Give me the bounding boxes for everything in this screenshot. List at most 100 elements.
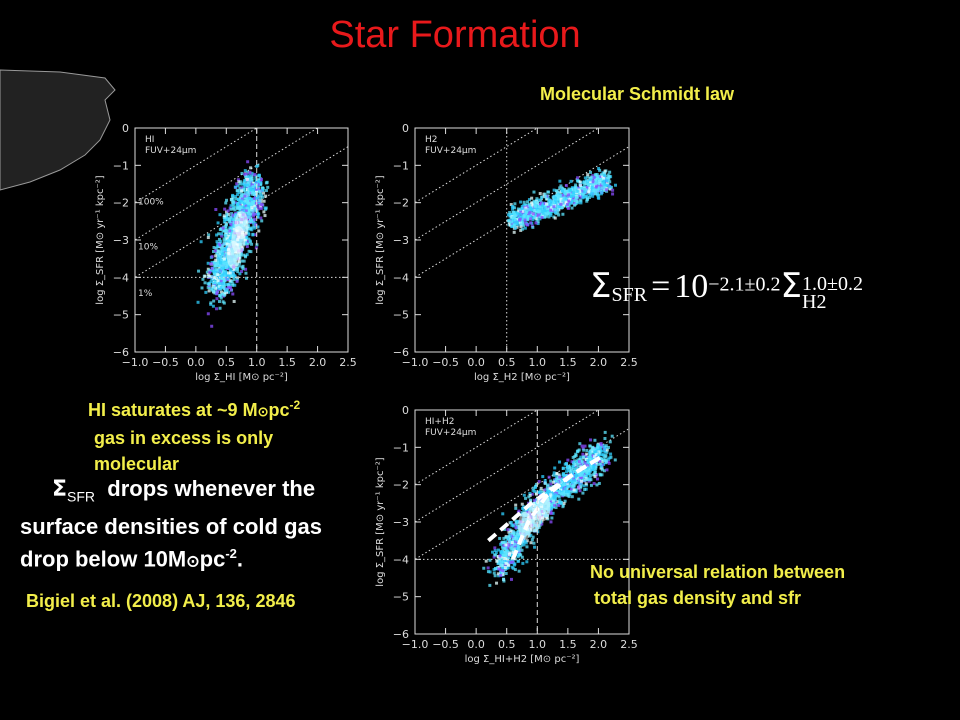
data-point: [558, 460, 562, 464]
data-point: [515, 538, 519, 542]
x-tick-label: 2.0: [309, 356, 327, 369]
data-point: [223, 227, 227, 231]
data-point: [220, 234, 224, 238]
y-tick-label: −2: [393, 197, 409, 210]
data-point: [506, 543, 510, 547]
data-point: [527, 495, 531, 499]
data-point: [494, 553, 498, 557]
data-point: [494, 566, 498, 570]
data-point: [526, 204, 530, 208]
data-point: [248, 227, 252, 231]
data-point: [536, 200, 540, 204]
data-point: [208, 270, 212, 274]
data-point: [552, 188, 556, 192]
data-point: [228, 229, 232, 233]
data-point: [211, 304, 215, 308]
data-point: [563, 499, 567, 503]
panel-h2: −1.0 −0.5 0.0 0.5 1.0 1.5 2.0 2.5 0 −1 −2 −3 −4 −5 −6 H…: [375, 122, 638, 383]
data-point: [221, 247, 225, 251]
data-point: [596, 180, 600, 184]
data-point: [522, 493, 526, 497]
data-point: [215, 261, 219, 265]
data-point: [585, 471, 589, 475]
data-point: [219, 239, 223, 243]
data-point: [602, 180, 606, 184]
data-point: [545, 487, 549, 491]
data-point: [602, 176, 606, 180]
data-point: [497, 574, 501, 578]
data-point: [506, 528, 510, 532]
data-point: [233, 195, 237, 199]
data-point: [586, 173, 590, 177]
data-point: [603, 450, 607, 454]
data-point: [235, 182, 239, 186]
data-point: [250, 206, 254, 210]
data-point: [521, 506, 525, 510]
data-point: [546, 483, 550, 487]
data-point: [589, 170, 593, 174]
data-point: [215, 292, 219, 296]
data-point: [253, 217, 257, 221]
data-point: [576, 186, 580, 190]
data-point: [560, 206, 564, 210]
data-point: [580, 444, 584, 448]
panel-label: FUV+24μm: [425, 146, 476, 156]
data-point: [493, 574, 497, 578]
data-point: [510, 220, 514, 224]
data-point: [604, 176, 608, 180]
data-point: [538, 215, 542, 219]
data-point: [229, 227, 233, 231]
data-point: [235, 279, 239, 283]
data-point: [554, 493, 558, 497]
data-point: [583, 488, 587, 492]
x-tick-label: 2.5: [339, 356, 357, 369]
data-point: [217, 274, 221, 278]
data-point: [261, 188, 265, 192]
efficiency-line: [135, 128, 258, 204]
data-point: [246, 181, 250, 185]
data-point: [525, 217, 529, 221]
axes-frame: [414, 127, 630, 353]
data-point: [225, 218, 229, 222]
data-point: [218, 306, 222, 310]
data-point: [251, 221, 255, 225]
data-point: [596, 193, 600, 197]
data-point: [603, 183, 607, 187]
data-point: [600, 460, 604, 464]
data-point: [562, 491, 566, 495]
data-point: [512, 230, 516, 234]
data-point: [214, 246, 218, 250]
data-point: [246, 203, 250, 207]
data-point: [568, 190, 572, 194]
data-point: [227, 285, 231, 289]
data-point: [222, 257, 226, 261]
data-point: [582, 180, 586, 184]
data-point: [222, 237, 226, 241]
data-point: [563, 192, 567, 196]
data-point: [228, 285, 232, 289]
x-tick-label: 2.5: [620, 356, 638, 369]
data-point: [596, 445, 600, 449]
data-point: [608, 185, 612, 189]
data-point: [544, 195, 548, 199]
data-point: [599, 443, 603, 447]
data-point: [561, 472, 565, 476]
y-tick-label: −2: [393, 479, 409, 492]
data-point: [233, 185, 237, 189]
data-point: [222, 217, 226, 221]
data-point: [579, 458, 583, 462]
data-point: [215, 290, 219, 294]
data-point: [605, 448, 609, 452]
data-point: [552, 501, 556, 505]
data-point: [552, 201, 556, 205]
data-point: [515, 520, 519, 524]
data-point: [257, 212, 261, 216]
data-point: [559, 194, 563, 198]
data-point: [254, 223, 258, 227]
data-point: [230, 234, 234, 238]
data-point: [520, 555, 524, 559]
data-point: [515, 536, 519, 540]
data-point: [237, 199, 241, 203]
data-point: [526, 200, 530, 204]
data-point: [210, 288, 214, 292]
